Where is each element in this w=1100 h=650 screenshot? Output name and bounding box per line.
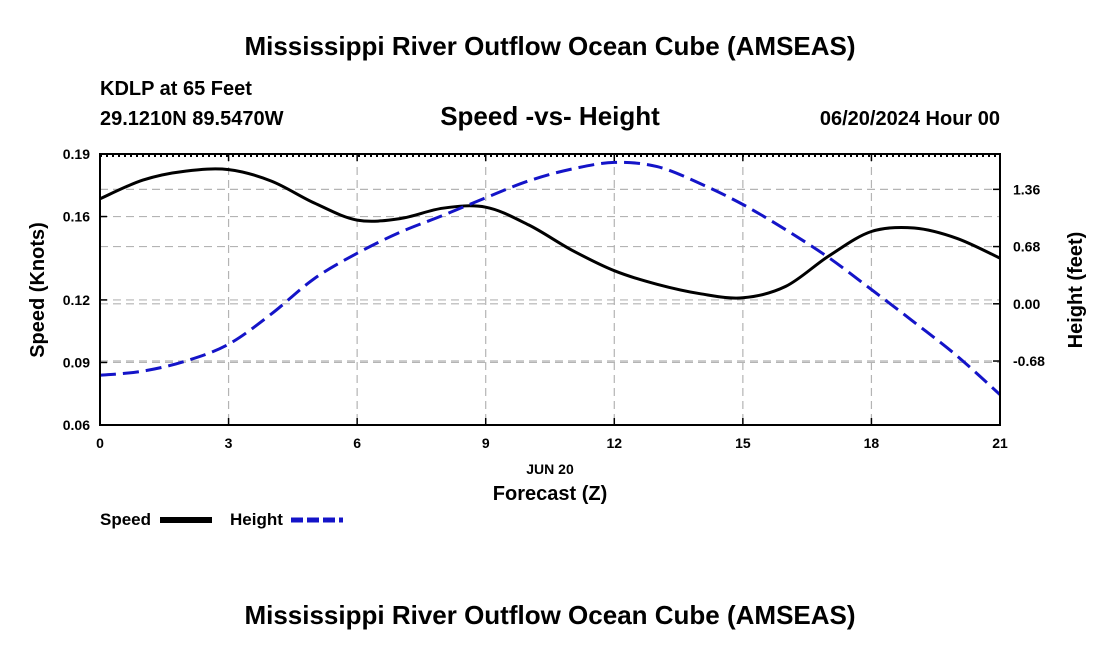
- x-tick-label: 15: [735, 435, 751, 451]
- coordinates-label: 29.1210N 89.5470W: [100, 108, 284, 130]
- axis-ticks: 0 3 6 9 12 15 18 21 0.06 0.09 0.12 0.16 0.19 -0.68 0.0…: [63, 146, 1045, 451]
- x-tick-label: 18: [864, 435, 880, 451]
- x-tick-label: 9: [482, 435, 490, 451]
- series-line-speed: [99, 167, 1001, 300]
- grid-lines: [99, 153, 1001, 426]
- y2-axis-label: Height (feet): [1065, 232, 1087, 349]
- x-tick-label: 3: [225, 435, 233, 451]
- x-tick-label: 21: [992, 435, 1008, 451]
- station-label: KDLP at 65 Feet: [100, 78, 252, 100]
- y-tick-label: 0.16: [63, 209, 90, 225]
- x-tick-label: 0: [96, 435, 104, 451]
- plot-frame: [99, 153, 1001, 426]
- y2-tick-label: 0.68: [1013, 239, 1040, 255]
- legend-height-label: Height: [230, 510, 283, 529]
- y-axis-label: Speed (Knots): [27, 222, 49, 358]
- y2-tick-label: -0.68: [1013, 353, 1045, 369]
- y2-tick-label: 1.36: [1013, 181, 1040, 197]
- y-tick-label: 0.19: [63, 146, 90, 162]
- chart-subtitle: Speed -vs- Height: [440, 101, 660, 131]
- legend-speed-label: Speed: [100, 510, 151, 529]
- series-line-height: [99, 160, 1002, 396]
- y2-tick-label: 0.00: [1013, 296, 1040, 312]
- chart-main-title: Mississippi River Outflow Ocean Cube (AM…: [244, 31, 855, 61]
- x-axis-label: Forecast (Z): [493, 483, 607, 505]
- footer-title: Mississippi River Outflow Ocean Cube (AM…: [244, 600, 855, 630]
- data-series: [99, 160, 1002, 396]
- x-date-label: JUN 20: [526, 461, 574, 477]
- y-tick-label: 0.06: [63, 417, 90, 433]
- y-tick-label: 0.12: [63, 292, 90, 308]
- y-tick-label: 0.09: [63, 354, 90, 370]
- x-tick-label: 6: [353, 435, 361, 451]
- forecast-date-label: 06/20/2024 Hour 00: [820, 108, 1000, 130]
- x-tick-label: 12: [606, 435, 622, 451]
